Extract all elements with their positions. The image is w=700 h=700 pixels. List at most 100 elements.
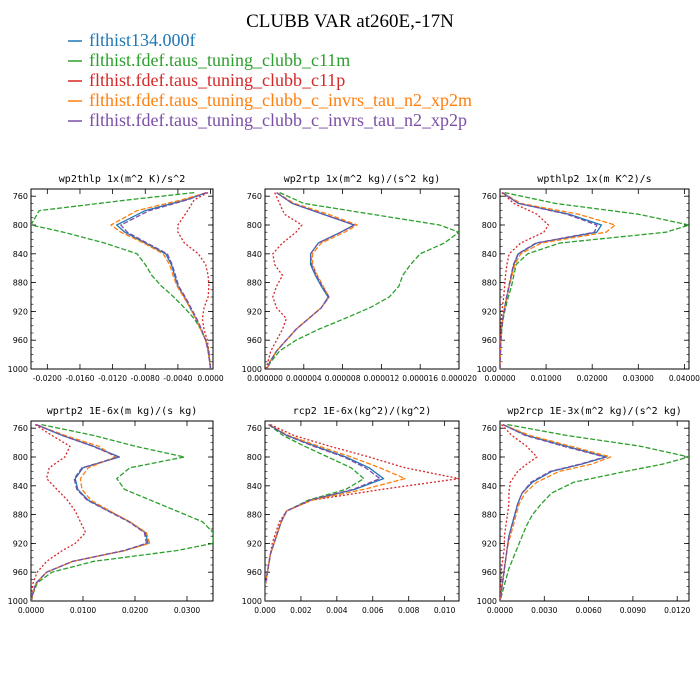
legend-entry-1: flthist.fdef.taus_tuning_clubb_c11m bbox=[68, 50, 350, 70]
series-line-0 bbox=[265, 424, 385, 601]
x-tick-label: -0.0120 bbox=[98, 374, 127, 383]
series-line-3 bbox=[500, 192, 616, 369]
panel-wp2rcp: wp2rcp 1E-3x(m^2 kg)/(s^2 kg) 760 800 840 88… bbox=[477, 406, 691, 615]
y-tick-label: 1000 bbox=[242, 597, 262, 606]
y-tick-label: 960 bbox=[482, 568, 497, 577]
y-tick-label: 920 bbox=[247, 307, 262, 316]
x-tick-label: 0.000 bbox=[254, 606, 276, 615]
legend-entry-4: flthist.fdef.taus_tuning_clubb_c_invrs_t… bbox=[68, 110, 467, 130]
y-tick-label: 920 bbox=[247, 539, 262, 548]
legend-label: flthist.fdef.taus_tuning_clubb_c_invrs_t… bbox=[89, 90, 472, 110]
y-tick-label: 840 bbox=[482, 250, 497, 259]
y-tick-label: 920 bbox=[13, 307, 28, 316]
series-line-0 bbox=[31, 423, 149, 601]
panel-title: wp2rtp 1x(m^2 kg)/(s^2 kg) bbox=[284, 174, 441, 185]
series-line-1 bbox=[500, 423, 689, 601]
x-tick-label: 0.0100 bbox=[70, 606, 96, 615]
series-line-2 bbox=[31, 424, 87, 601]
y-tick-label: 760 bbox=[482, 424, 497, 433]
panels: wp2thlp 1x(m^2 K)/s^2 760 800 840 880 920 960 1… bbox=[8, 174, 700, 615]
series-line-4 bbox=[120, 191, 212, 369]
series-line-4 bbox=[500, 424, 606, 601]
x-tick-label: -0.0080 bbox=[131, 374, 160, 383]
y-tick-label: 880 bbox=[247, 279, 262, 288]
series-line-1 bbox=[31, 423, 213, 601]
legend-entry-0: flthist134.000f bbox=[68, 30, 196, 50]
plot-frame bbox=[30, 188, 214, 370]
y-tick-label: 880 bbox=[13, 511, 28, 520]
x-tick-label: 0.0060 bbox=[575, 606, 601, 615]
legend-label: flthist.fdef.taus_tuning_clubb_c11p bbox=[89, 70, 345, 90]
y-tick-label: 800 bbox=[482, 221, 497, 230]
plot-frame bbox=[264, 188, 460, 370]
x-tick-label: 0.00000 bbox=[484, 374, 515, 383]
x-tick-label: 0.008 bbox=[398, 606, 420, 615]
y-tick-label: 840 bbox=[247, 482, 262, 491]
series-line-1 bbox=[500, 191, 689, 369]
x-tick-label: 0.0200 bbox=[122, 606, 148, 615]
y-tick-label: 840 bbox=[247, 250, 262, 259]
y-tick-label: 760 bbox=[482, 192, 497, 201]
x-tick-label: 0.0000 bbox=[18, 606, 44, 615]
x-tick-label: 0.002 bbox=[290, 606, 312, 615]
y-tick-label: 760 bbox=[13, 192, 28, 201]
y-tick-label: 800 bbox=[247, 453, 262, 462]
x-tick-label: 0.000012 bbox=[364, 374, 400, 383]
series-line-0 bbox=[500, 192, 603, 369]
series-line-4 bbox=[500, 192, 598, 369]
series-line-1 bbox=[266, 192, 459, 369]
y-tick-label: 1000 bbox=[8, 365, 28, 374]
y-tick-label: 800 bbox=[13, 453, 28, 462]
legend-entry-2: flthist.fdef.taus_tuning_clubb_c11p bbox=[68, 70, 345, 90]
x-tick-label: 0.000000 bbox=[247, 374, 283, 383]
x-tick-label: 0.0300 bbox=[174, 606, 200, 615]
y-tick-label: 920 bbox=[13, 539, 28, 548]
y-tick-label: 880 bbox=[13, 279, 28, 288]
panel-title: wprtp2 1E-6x(m kg)/(s kg) bbox=[47, 406, 198, 417]
x-tick-label: 0.03000 bbox=[623, 374, 654, 383]
y-tick-label: 960 bbox=[247, 336, 262, 345]
panel-title: rcp2 1E-6x(kg^2)/(kg^2) bbox=[293, 406, 431, 417]
plot-frame bbox=[264, 420, 460, 602]
panel-wprtp2: wprtp2 1E-6x(m kg)/(s kg) 760 800 840 880 920… bbox=[8, 406, 214, 615]
plot-frame bbox=[499, 420, 690, 602]
y-tick-label: 880 bbox=[482, 279, 497, 288]
x-tick-label: 0.01000 bbox=[531, 374, 562, 383]
y-tick-label: 760 bbox=[247, 424, 262, 433]
y-tick-label: 800 bbox=[13, 221, 28, 230]
y-tick-label: 960 bbox=[247, 568, 262, 577]
series-line-3 bbox=[500, 423, 612, 601]
panel-title: wp2thlp 1x(m^2 K)/s^2 bbox=[59, 174, 185, 185]
x-tick-label: 0.000020 bbox=[441, 374, 477, 383]
series-line-2 bbox=[265, 192, 303, 369]
y-tick-label: 1000 bbox=[8, 597, 28, 606]
x-tick-label: 0.000008 bbox=[325, 374, 361, 383]
x-tick-label: 0.02000 bbox=[577, 374, 608, 383]
legend-label: flthist134.000f bbox=[89, 30, 196, 50]
series-line-1 bbox=[265, 424, 365, 601]
panel-wpthlp2: wpthlp2 1x(m K^2)/s 760 800 840 880 920 960 100… bbox=[477, 174, 700, 383]
series-line-4 bbox=[266, 192, 355, 369]
x-tick-label: 0.0000 bbox=[487, 606, 513, 615]
series-line-2 bbox=[265, 424, 459, 601]
x-tick-label: -0.0200 bbox=[33, 374, 62, 383]
y-tick-label: 760 bbox=[13, 424, 28, 433]
y-tick-label: 800 bbox=[482, 453, 497, 462]
series-line-0 bbox=[116, 191, 212, 369]
y-tick-label: 1000 bbox=[242, 365, 262, 374]
series-line-1 bbox=[31, 191, 212, 369]
plot-frame bbox=[30, 420, 214, 602]
y-tick-label: 960 bbox=[482, 336, 497, 345]
x-tick-label: 0.0090 bbox=[620, 606, 646, 615]
plot-frame bbox=[499, 188, 690, 370]
x-tick-label: 0.04000 bbox=[669, 374, 700, 383]
panel-wp2rtp: wp2rtp 1x(m^2 kg)/(s^2 kg) 760 800 840 880 92… bbox=[242, 174, 477, 383]
y-tick-label: 880 bbox=[482, 511, 497, 520]
y-tick-label: 840 bbox=[13, 482, 28, 491]
panel-title: wp2rcp 1E-3x(m^2 kg)/(s^2 kg) bbox=[507, 406, 682, 417]
legend-entry-3: flthist.fdef.taus_tuning_clubb_c_invrs_t… bbox=[68, 90, 472, 110]
y-tick-label: 840 bbox=[13, 250, 28, 259]
y-tick-label: 1000 bbox=[477, 365, 497, 374]
